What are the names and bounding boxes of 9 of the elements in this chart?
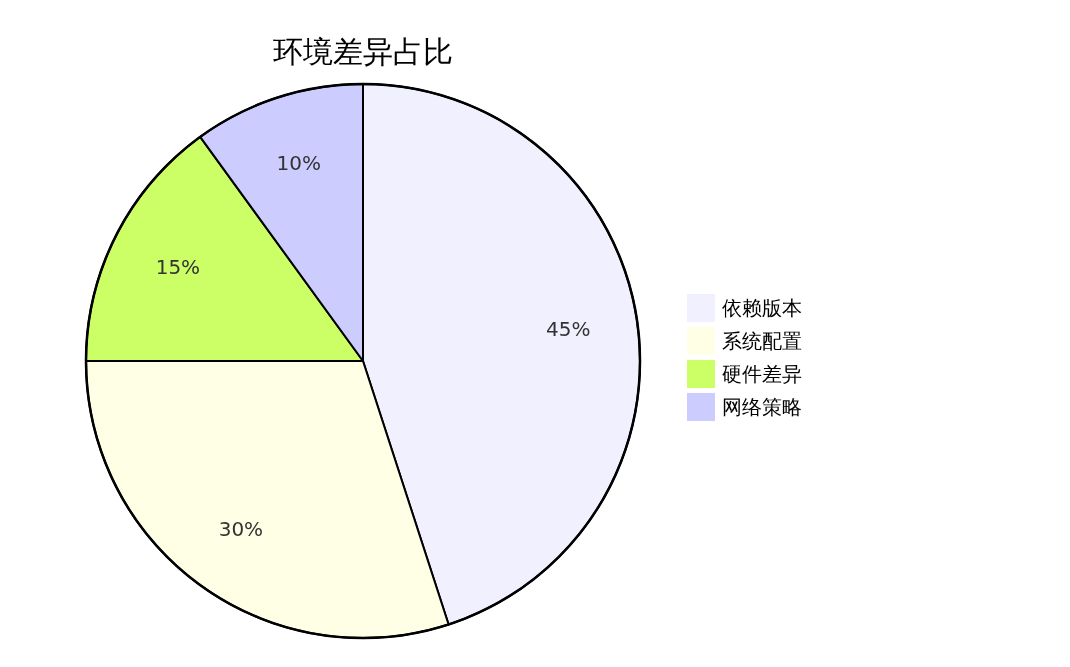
data-label: 10% bbox=[276, 151, 322, 176]
chart-title: 环境差异占比 bbox=[273, 34, 453, 69]
legend-label: 硬件差异 bbox=[722, 362, 802, 386]
slice-label: 依赖版本 bbox=[722, 296, 802, 320]
data-label: 15% bbox=[155, 254, 201, 279]
legend-label: 网络策略 bbox=[722, 395, 802, 419]
legend-label: 系统配置 bbox=[722, 329, 802, 353]
data-label: 30% bbox=[218, 517, 264, 542]
data-label: 45% bbox=[545, 316, 591, 341]
